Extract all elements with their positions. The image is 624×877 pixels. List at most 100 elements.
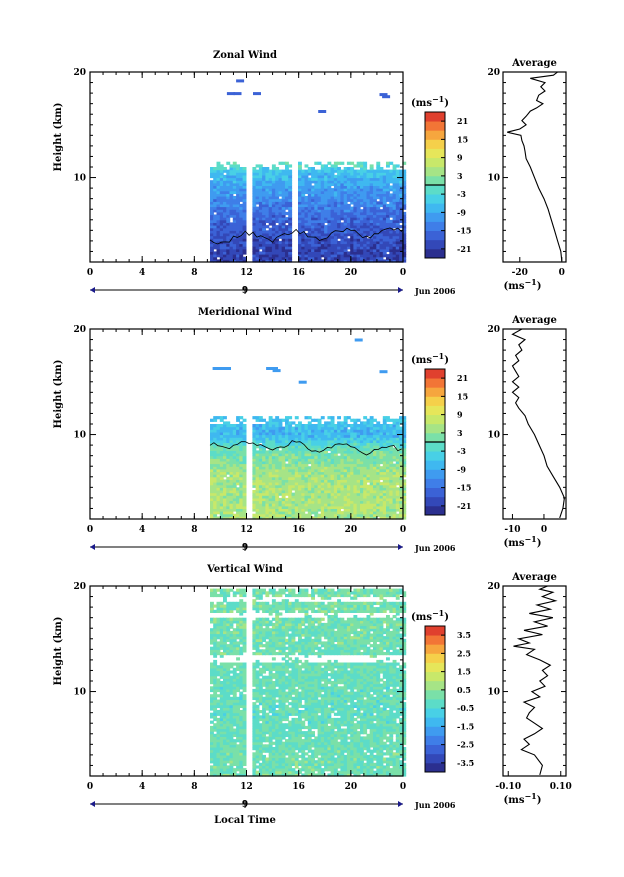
heatmap-cell: [281, 196, 286, 200]
heatmap-cell: [350, 418, 355, 422]
heatmap-cell: [226, 211, 231, 216]
heatmap-cell: [216, 754, 221, 759]
heatmap-cell: [399, 211, 403, 216]
heatmap-cell: [330, 188, 335, 192]
heatmap-cell: [258, 513, 263, 517]
heatmap-cell: [298, 471, 302, 475]
heatmap-cell: [262, 442, 266, 446]
heatmap-cell: [285, 211, 289, 216]
heatmap-cell: [213, 513, 218, 517]
heatmap-cell: [301, 487, 306, 491]
heatmap-cell: [307, 225, 312, 229]
heatmap-cell: [213, 172, 218, 176]
heatmap-cell: [236, 227, 240, 231]
heatmap-cell: [242, 604, 247, 608]
heatmap-cell: [255, 490, 260, 494]
heatmap-cell: [324, 442, 328, 446]
heatmap-cell: [258, 607, 263, 611]
heatmap-cell: [216, 164, 221, 168]
heatmap-cell: [268, 193, 273, 197]
heatmap-cell: [255, 725, 260, 730]
heatmap-cell: [399, 185, 403, 189]
heatmap-cell: [239, 203, 244, 208]
heatmap-cell: [229, 641, 234, 645]
heatmap-cell: [281, 219, 286, 223]
heatmap-cell: [265, 466, 270, 470]
heatmap-cell: [382, 217, 387, 221]
heatmap-cell: [317, 188, 322, 192]
heatmap-cell: [223, 211, 227, 216]
heatmap-cell: [223, 723, 227, 727]
heatmap-cell: [392, 248, 397, 252]
heatmap-cell: [210, 620, 214, 624]
heatmap-cell: [252, 458, 257, 462]
heatmap-cell: [223, 747, 227, 751]
heatmap-cell: [268, 463, 273, 467]
heatmap-cell: [366, 487, 371, 491]
heatmap-cell: [219, 424, 224, 428]
heatmap-cell: [386, 479, 390, 483]
heatmap-cell: [252, 474, 257, 478]
heatmap-speck: [253, 92, 261, 96]
heatmap-cell: [252, 426, 257, 430]
heatmap-cell: [320, 248, 325, 252]
heatmap-cell: [213, 736, 218, 740]
heatmap-cell: [223, 707, 227, 711]
heatmap-cell: [216, 203, 221, 208]
heatmap-cell: [340, 429, 345, 433]
heatmap-cell: [232, 174, 237, 179]
heatmap-cell: [262, 492, 266, 496]
heatmap-cell: [281, 463, 286, 467]
heatmap-cell: [223, 736, 227, 740]
heatmap-cell: [317, 508, 322, 512]
heatmap-cell: [262, 251, 266, 255]
heatmap-cell: [379, 460, 384, 465]
heatmap-cell: [242, 455, 247, 459]
heatmap-cell: [333, 434, 338, 438]
heatmap-cell: [210, 601, 214, 605]
heatmap-cell: [213, 662, 218, 666]
heatmap-cell: [353, 235, 358, 239]
heatmap-cell: [232, 641, 237, 645]
heatmap-cell: [330, 219, 335, 223]
heatmap-cell: [258, 505, 263, 509]
heatmap-cell: [236, 644, 240, 648]
heatmap-cell: [360, 453, 364, 457]
heatmap-cell: [213, 256, 218, 260]
heatmap-cell: [350, 251, 355, 255]
heatmap-cell: [242, 185, 247, 189]
heatmap-cell: [258, 503, 263, 507]
heatmap-cell: [252, 466, 257, 470]
heatmap-cell: [262, 484, 266, 488]
heatmap-cell: [239, 484, 244, 488]
heatmap-cell: [346, 416, 351, 420]
heatmap-cell: [392, 490, 397, 494]
heatmap-cell: [210, 500, 214, 504]
heatmap-cell: [294, 450, 299, 454]
heatmap-cell: [307, 487, 312, 491]
heatmap-cell: [252, 628, 257, 632]
heatmap-cell: [268, 233, 273, 237]
heatmap-cell: [223, 243, 227, 247]
heatmap-cell: [226, 757, 231, 761]
heatmap-cell: [268, 479, 273, 483]
heatmap-cell: [291, 431, 296, 436]
heatmap-cell: [314, 230, 319, 234]
heatmap-cell: [314, 227, 319, 231]
heatmap-cell: [327, 246, 332, 250]
heatmap-cell: [236, 222, 240, 226]
heatmap-cell: [399, 429, 403, 433]
heatmap-cell: [216, 190, 221, 194]
heatmap-cell: [242, 256, 247, 260]
heatmap-speck: [217, 367, 226, 370]
heatmap-cell: [288, 487, 293, 491]
heatmap-cell: [258, 476, 263, 480]
heatmap-cell: [337, 196, 341, 200]
heatmap-cell: [379, 503, 384, 507]
heatmap-cell: [343, 508, 348, 512]
heatmap-cell: [399, 188, 403, 192]
heatmap-cell: [386, 256, 390, 260]
heatmap-cell: [236, 495, 240, 499]
heatmap-cell: [278, 466, 283, 470]
heatmap-cell: [242, 741, 247, 745]
